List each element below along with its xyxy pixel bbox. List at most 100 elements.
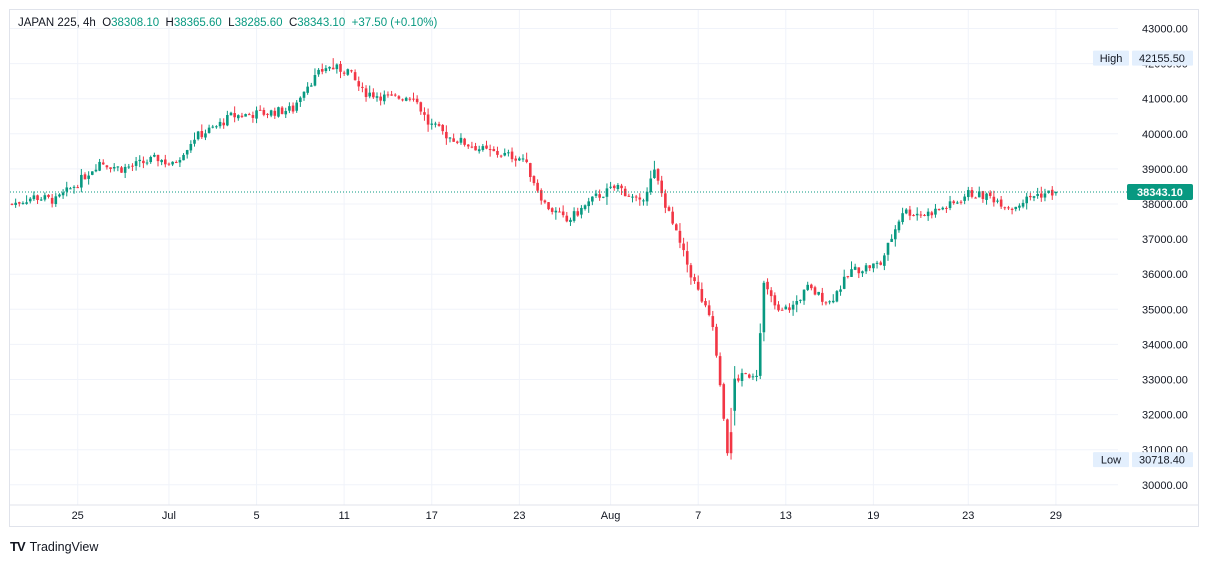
candle-body	[266, 113, 269, 115]
candle-body	[291, 105, 295, 112]
tradingview-logo[interactable]: TV TradingView	[10, 539, 98, 554]
candle-body	[76, 187, 79, 189]
candle-body	[857, 267, 861, 274]
candle-body	[18, 202, 21, 204]
time-tick-label: Aug	[601, 510, 621, 522]
interval[interactable]: 4h	[83, 17, 96, 29]
candle-body	[945, 207, 948, 209]
time-tick-label: Jul	[162, 510, 176, 522]
candle-body	[685, 251, 689, 265]
low-label-bg	[1093, 452, 1129, 468]
symbol-name[interactable]: JAPAN 225	[18, 17, 77, 29]
candle-body	[653, 169, 656, 179]
candle-body	[634, 196, 638, 198]
candle-body	[379, 96, 382, 101]
candle-body	[769, 290, 773, 297]
candle-body	[226, 115, 229, 126]
candle-body	[565, 215, 569, 222]
price-tick-label: 39000.00	[1142, 164, 1188, 176]
time-tick-label: 19	[867, 510, 879, 522]
high-label-legend: H	[165, 17, 174, 29]
candle-body	[58, 194, 61, 197]
candle-body	[240, 115, 244, 117]
change-value: +37.50 (+0.10%)	[351, 17, 438, 29]
candle-body	[247, 114, 251, 116]
candle-body	[1025, 196, 1028, 204]
low-value: 30718.40	[1139, 455, 1185, 467]
candle-body	[408, 98, 412, 100]
candle-body	[934, 208, 937, 215]
price-tick-label: 37000.00	[1142, 234, 1188, 246]
candle-body	[215, 126, 218, 128]
candle-body	[492, 149, 496, 152]
candle-body	[842, 276, 846, 289]
candle-body	[773, 295, 777, 306]
candle-body	[580, 207, 583, 215]
low-marker: Low 30718.40	[1093, 452, 1193, 468]
candle-body	[470, 146, 474, 148]
symbol-legend[interactable]: JAPAN 225, 4h O38308.10 H38365.60 L38285…	[18, 17, 438, 29]
candle-body	[182, 154, 185, 161]
candle-body	[302, 91, 306, 98]
price-tick-label: 32000.00	[1142, 410, 1188, 422]
candle-body	[339, 64, 342, 72]
candle-body	[459, 137, 463, 143]
candle-body	[244, 114, 247, 117]
candle-body	[886, 242, 890, 255]
candle-body	[94, 169, 98, 172]
candle-body	[218, 121, 222, 127]
open-label: O	[102, 17, 112, 29]
time-axis[interactable]: 25 Jul 5 11 17 23 Aug 7 13 19 23 29	[72, 510, 1062, 522]
candle-body	[507, 152, 510, 154]
candle-body	[295, 102, 298, 111]
candle-body	[572, 211, 576, 221]
price-tick-label: 33000.00	[1142, 375, 1188, 387]
candle-body	[80, 174, 83, 188]
candle-body	[678, 230, 682, 243]
candle-body	[445, 131, 448, 139]
candle-body	[682, 243, 685, 251]
high-value: 42155.50	[1139, 53, 1185, 65]
candle-body	[985, 193, 988, 200]
candle-body	[514, 158, 517, 161]
candle-body	[61, 192, 65, 196]
candle-body	[299, 97, 302, 102]
candle-body	[36, 195, 39, 201]
price-axis[interactable]: 43000.0042000.0041000.0040000.0039000.00…	[1142, 24, 1188, 492]
candle-body	[956, 202, 959, 204]
candle-body	[755, 375, 758, 378]
candle-body	[671, 211, 674, 224]
candle-body	[981, 191, 985, 199]
candle-body	[441, 124, 444, 132]
candle-body	[503, 152, 507, 156]
candle-body	[149, 156, 152, 163]
candle-body	[536, 182, 539, 191]
candle-body	[890, 238, 893, 242]
candle-body	[372, 92, 375, 98]
candle-body	[350, 70, 353, 72]
candle-body	[196, 131, 200, 140]
candle-body	[711, 316, 715, 328]
candle-body	[160, 159, 163, 163]
candle-body	[758, 333, 762, 376]
candle-body	[105, 165, 109, 168]
candle-body	[269, 110, 273, 116]
candle-body	[915, 213, 919, 216]
candle-body	[98, 161, 101, 171]
time-tick-label: 7	[695, 510, 701, 522]
candle-body	[463, 138, 466, 145]
candle-body	[39, 199, 43, 201]
candle-body	[123, 166, 127, 173]
time-tick-label: 5	[253, 510, 259, 522]
candle-body	[649, 178, 653, 193]
candle-body	[69, 188, 72, 190]
candle-body	[656, 169, 660, 181]
candle-body	[401, 99, 404, 101]
candle-body	[375, 96, 379, 98]
candle-body	[587, 201, 590, 207]
high-value-bg	[1132, 50, 1193, 66]
price-tick-label: 41000.00	[1142, 94, 1188, 106]
candle-body	[532, 176, 536, 184]
candle-body	[14, 202, 17, 205]
